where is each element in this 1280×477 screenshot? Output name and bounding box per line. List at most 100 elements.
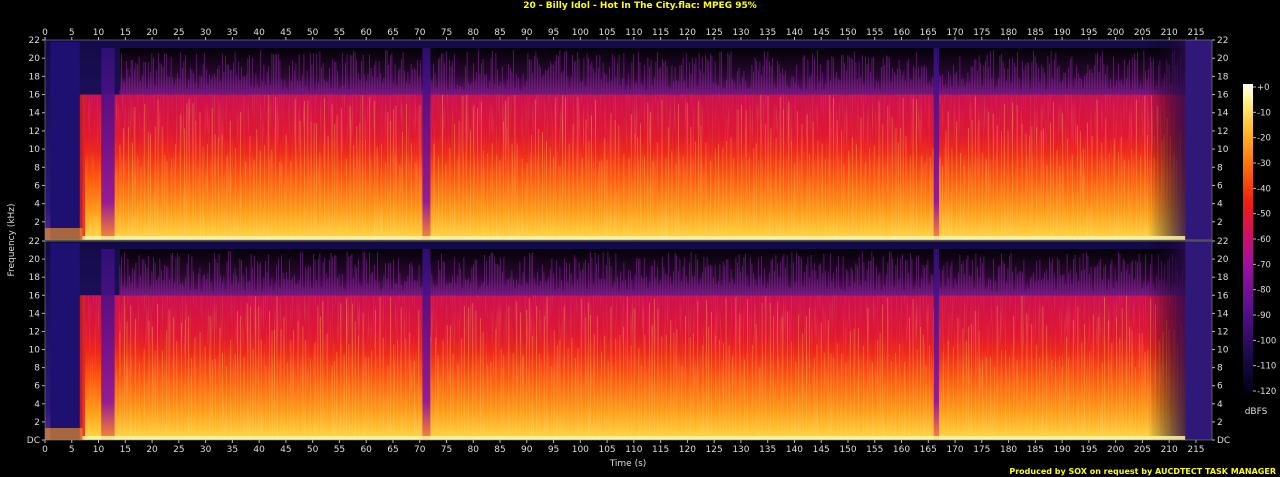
x-tick-label: 200 (1107, 28, 1124, 38)
gap-2 (422, 249, 431, 440)
channel-2-spectrogram (45, 241, 1212, 440)
y-tick-label: 8 (1217, 364, 1223, 374)
colorbar-tick-label: -80 (1257, 286, 1271, 296)
colorbar-tick-label: -20 (1257, 134, 1271, 144)
x-tick-label: 65 (387, 28, 398, 38)
x-tick-label: 100 (572, 28, 589, 38)
x-tick-label: 155 (866, 445, 883, 455)
x-tick-label: 110 (625, 28, 642, 38)
x-tick-label: 10 (93, 445, 105, 455)
gap-3 (933, 48, 939, 240)
tail-silence (1185, 241, 1212, 440)
y-tick-label: 4 (34, 400, 40, 410)
colorbar-tick-label: -40 (1257, 184, 1271, 194)
x-tick-label: 115 (652, 445, 669, 455)
y-tick-label: 18 (29, 273, 41, 283)
colorbar-tick-label: -50 (1257, 210, 1271, 220)
x-tick-label: 75 (441, 28, 452, 38)
x-tick-label: 5 (69, 445, 75, 455)
intro-silence (50, 42, 80, 240)
y-tick-label: 8 (1217, 163, 1223, 173)
x-tick-label: 135 (759, 445, 776, 455)
x-tick-label: 30 (200, 28, 212, 38)
y-tick-label: 6 (34, 181, 40, 191)
x-tick-label: 95 (548, 445, 559, 455)
x-tick-label: 25 (173, 445, 184, 455)
x-tick-label: 110 (625, 445, 642, 455)
x-tick-label: 125 (706, 28, 723, 38)
y-tick-label: 6 (1217, 382, 1223, 392)
texture (82, 295, 1186, 440)
y-tick-label: 4 (1217, 400, 1223, 410)
x-tick-label: 20 (146, 445, 158, 455)
x-axis-label: Time (s) (609, 459, 647, 469)
y-tick-label: 8 (34, 163, 40, 173)
x-tick-label: 80 (468, 445, 480, 455)
x-tick-label: 135 (759, 28, 776, 38)
y-tick-label: 10 (29, 145, 41, 155)
y-tick-label: 10 (1217, 145, 1229, 155)
x-tick-label: 180 (1000, 28, 1017, 38)
y-tick-label: 22 (1217, 237, 1228, 247)
x-tick-label: 195 (1080, 28, 1097, 38)
y-tick-label: 10 (1217, 346, 1229, 356)
x-tick-label: 170 (946, 28, 963, 38)
y-tick-label: 14 (1217, 109, 1229, 119)
intro-edge (79, 94, 86, 240)
x-tick-label: 160 (893, 445, 910, 455)
x-tick-label: 90 (521, 28, 533, 38)
y-tick-label: 14 (29, 309, 41, 319)
x-tick-label: 70 (414, 445, 426, 455)
x-tick-label: 145 (813, 28, 830, 38)
x-tick-label: 90 (521, 445, 533, 455)
y-tick-label: 16 (29, 291, 41, 301)
x-tick-label: 160 (893, 28, 910, 38)
x-tick-label: 185 (1027, 28, 1044, 38)
x-tick-label: 105 (598, 445, 615, 455)
x-tick-label: 95 (548, 28, 559, 38)
y-tick-label: DC (27, 436, 40, 446)
y-tick-label: 4 (1217, 200, 1223, 210)
y-axis-label: Frequency (kHz) (7, 203, 17, 276)
x-tick-label: 10 (93, 28, 105, 38)
intro-bass (45, 428, 83, 440)
x-tick-label: 15 (120, 445, 131, 455)
y-tick-label: 20 (29, 54, 41, 64)
x-tick-label: 45 (280, 445, 291, 455)
y-tick-label: 20 (29, 255, 41, 265)
y-tick-label: 22 (29, 237, 40, 247)
x-tick-label: 35 (227, 28, 238, 38)
x-tick-label: 190 (1054, 445, 1071, 455)
x-tick-label: 165 (920, 28, 937, 38)
intro-bass (45, 228, 83, 240)
x-tick-label: 80 (468, 28, 480, 38)
x-tick-label: 155 (866, 28, 883, 38)
colorbar-label: dBFS (1245, 407, 1268, 417)
x-tick-label: 165 (920, 445, 937, 455)
x-tick-label: 190 (1054, 28, 1071, 38)
intro-edge (79, 295, 86, 440)
high-freq-spikes (119, 251, 1185, 296)
x-tick-label: 60 (360, 28, 372, 38)
x-tick-label: 120 (679, 445, 696, 455)
colorbar-tick-label: -30 (1257, 159, 1271, 169)
x-tick-label: 30 (200, 445, 212, 455)
y-tick-label: 16 (1217, 91, 1229, 101)
y-tick-label: 12 (1217, 127, 1228, 137)
y-tick-label: 16 (1217, 291, 1229, 301)
x-tick-label: 0 (42, 28, 48, 38)
gap-3 (933, 249, 939, 440)
x-tick-label: 205 (1134, 445, 1151, 455)
x-tick-label: 215 (1187, 445, 1204, 455)
x-tick-label: 130 (732, 28, 749, 38)
fade-out (1147, 40, 1186, 240)
x-tick-label: 195 (1080, 445, 1097, 455)
x-tick-label: 0 (42, 445, 48, 455)
x-tick-label: 25 (173, 28, 184, 38)
tail-silence (1185, 40, 1212, 240)
plot-frame (44, 240, 1213, 441)
x-tick-label: 130 (732, 445, 749, 455)
fade-out (1147, 241, 1186, 440)
x-tick-label: 50 (307, 28, 319, 38)
